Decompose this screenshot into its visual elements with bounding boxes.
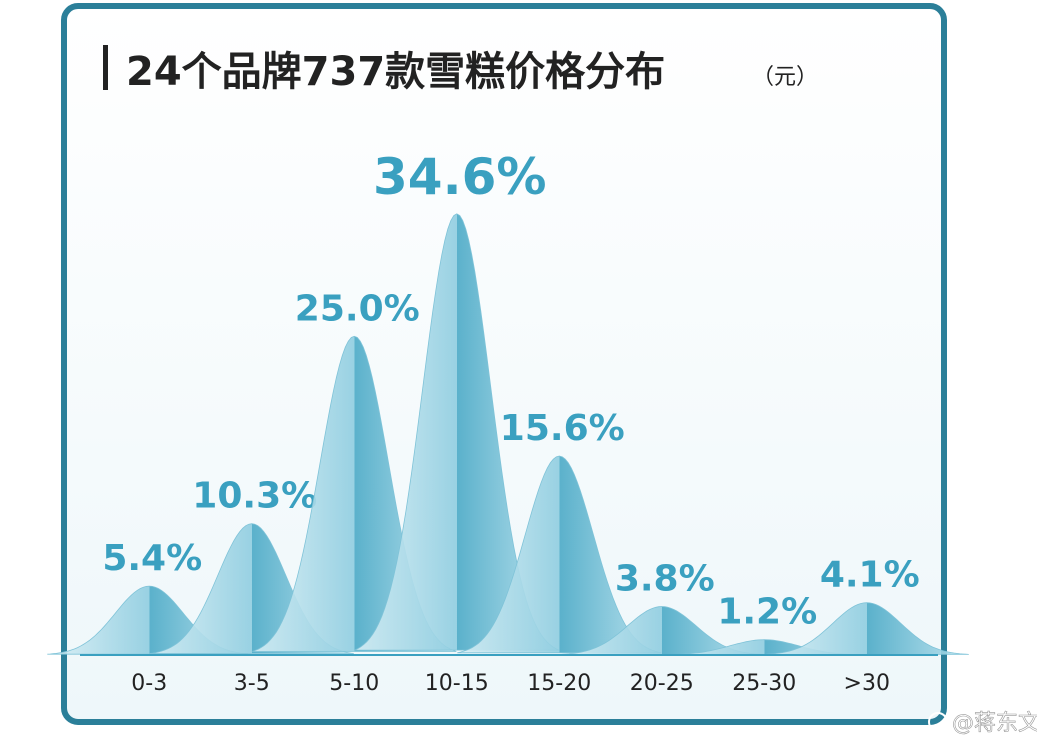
value-label: 34.6%	[373, 148, 546, 206]
watermark: @蒋东文	[952, 711, 1037, 736]
plot: 5.4% 0-3 10.3% 3-5 25.0% 5-10 34.6% 10-15 15.6% 1…	[47, 148, 969, 696]
x-tick-label: 5-10	[329, 671, 379, 696]
x-tick-label: >30	[844, 671, 890, 696]
x-tick-label: 0-3	[131, 671, 167, 696]
value-label: 15.6%	[500, 408, 625, 449]
bell	[764, 602, 969, 655]
x-tick-label: 10-15	[425, 671, 489, 696]
value-label: 1.2%	[717, 592, 817, 633]
value-label: 3.8%	[615, 559, 715, 600]
frame	[61, 3, 947, 725]
unit-label: （元）	[752, 65, 818, 90]
x-tick-label: 3-5	[234, 671, 270, 696]
value-label: 25.0%	[295, 288, 420, 329]
x-tick-label: 25-30	[732, 671, 796, 696]
value-label: 10.3%	[192, 476, 317, 517]
title-bar	[103, 45, 108, 90]
chart-title: 24个品牌737款雪糕价格分布	[126, 49, 665, 95]
x-tick-label: 15-20	[527, 671, 591, 696]
value-label: 4.1%	[820, 555, 920, 596]
weibo-icon	[928, 712, 948, 732]
x-tick-label: 20-25	[630, 671, 694, 696]
value-label: 5.4%	[102, 538, 202, 579]
